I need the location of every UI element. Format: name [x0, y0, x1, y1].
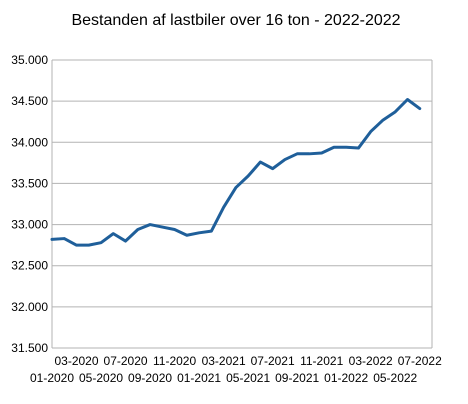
- x-tick-label: 01-2020: [30, 371, 74, 385]
- x-tick-label: 09-2020: [128, 371, 172, 385]
- x-tick-label: 01-2022: [324, 371, 368, 385]
- y-tick-label: 32.000: [11, 300, 48, 314]
- y-tick-label: 35.000: [11, 53, 48, 67]
- x-axis-tick-labels: 03-2020 07-2020 11-2020 03-2021 07-2021 11-20…: [30, 354, 442, 385]
- gridlines: [52, 59, 432, 349]
- x-tick-label: 07-2021: [251, 354, 295, 368]
- x-tick-label: 07-2022: [398, 354, 442, 368]
- y-tick-label: 31.500: [11, 341, 48, 355]
- x-tick-label: 03-2022: [349, 354, 393, 368]
- x-tick-label: 05-2021: [226, 371, 270, 385]
- y-tick-label: 34.500: [11, 94, 48, 108]
- x-tick-label: 03-2020: [54, 354, 98, 368]
- chart-title: Bestanden af lastbiler over 16 ton - 202…: [71, 12, 400, 29]
- x-tick-label: 11-2020: [153, 354, 196, 368]
- x-tick-label: 09-2021: [275, 371, 319, 385]
- y-tick-label: 34.000: [11, 135, 48, 149]
- x-tick-label: 11-2021: [300, 354, 343, 368]
- x-tick-label: 07-2020: [104, 354, 148, 368]
- y-axis-tick-labels: 31.500 32.000 32.500 33.000 33.500 34.000 34.5…: [11, 53, 48, 355]
- axes: [51, 60, 433, 348]
- series-layer: [50, 98, 422, 247]
- y-tick-label: 32.500: [11, 259, 48, 273]
- x-tick-label: 05-2020: [79, 371, 123, 385]
- y-tick-label: 33.000: [11, 218, 48, 232]
- series-line: [50, 98, 422, 247]
- x-tick-label: 05-2022: [373, 371, 417, 385]
- y-tick-label: 33.500: [11, 176, 48, 190]
- x-tick-label: 01-2021: [177, 371, 221, 385]
- x-tick-label: 03-2021: [202, 354, 246, 368]
